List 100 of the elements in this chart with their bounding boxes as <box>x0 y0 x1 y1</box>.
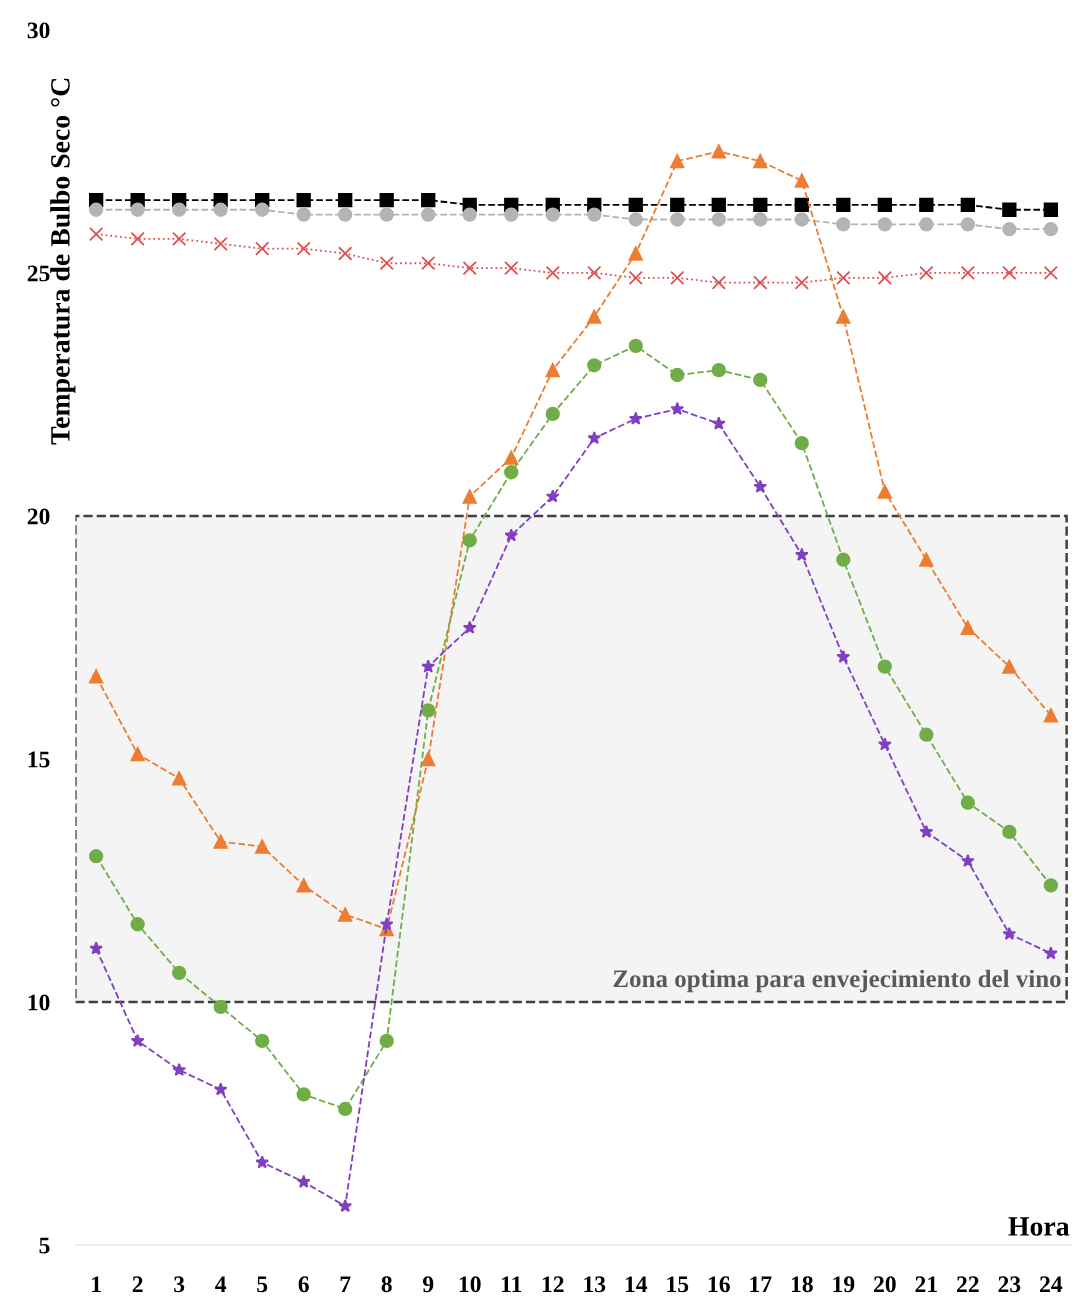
point <box>1002 926 1017 940</box>
point <box>338 907 353 922</box>
point <box>587 358 602 373</box>
point <box>504 260 519 276</box>
point <box>296 878 311 893</box>
point <box>504 207 519 222</box>
point <box>213 999 228 1015</box>
x-tick-label: 8 <box>381 1276 392 1293</box>
point <box>628 270 643 285</box>
x-axis-title: Hora <box>1008 1217 1070 1236</box>
point <box>130 1033 145 1047</box>
point <box>338 192 353 208</box>
point <box>919 824 934 838</box>
x-tick-label: 7 <box>340 1276 351 1292</box>
point <box>462 489 477 504</box>
x-tick-label: 16 <box>708 1276 730 1293</box>
point <box>88 226 104 242</box>
point <box>338 1101 353 1117</box>
point <box>545 265 560 281</box>
point <box>919 197 934 213</box>
point <box>711 144 726 159</box>
point <box>379 192 394 208</box>
x-tick-label: 12 <box>542 1276 564 1292</box>
point <box>545 489 560 503</box>
point <box>836 270 851 285</box>
point <box>379 207 394 222</box>
point <box>587 309 602 324</box>
point <box>1043 265 1059 281</box>
point <box>379 917 394 931</box>
point <box>379 256 394 271</box>
point <box>711 197 726 213</box>
x-tick-label: 3 <box>174 1276 185 1293</box>
point <box>130 746 145 762</box>
point <box>88 849 104 864</box>
point <box>1002 824 1017 840</box>
point <box>296 207 311 222</box>
point <box>836 552 851 567</box>
point <box>1043 878 1059 893</box>
point <box>1002 265 1017 281</box>
point <box>504 450 519 465</box>
x-tick-label: 15 <box>667 1276 689 1293</box>
point <box>504 528 519 542</box>
point <box>960 265 975 281</box>
point <box>130 202 145 217</box>
point <box>711 275 726 290</box>
point <box>877 270 892 285</box>
point <box>504 465 519 480</box>
point <box>628 197 643 213</box>
point <box>172 231 187 247</box>
point <box>1002 222 1017 237</box>
point <box>711 416 726 430</box>
point <box>960 620 975 635</box>
point <box>960 197 975 213</box>
x-tick-label: 10 <box>459 1276 481 1293</box>
point <box>545 207 560 222</box>
y-tick-label: 25 <box>27 265 50 282</box>
x-tick-label: 13 <box>584 1276 606 1293</box>
point <box>545 363 560 378</box>
point <box>421 703 436 718</box>
point <box>172 771 187 786</box>
point <box>877 659 892 674</box>
point <box>794 173 809 188</box>
point <box>587 265 602 281</box>
point <box>1043 708 1059 723</box>
point <box>255 839 270 854</box>
point <box>1043 222 1059 237</box>
y-tick-label: 5 <box>39 1237 50 1254</box>
point <box>130 231 145 247</box>
x-tick-label: 21 <box>915 1276 937 1292</box>
point <box>213 202 228 217</box>
point <box>421 256 436 271</box>
point <box>753 197 768 213</box>
point <box>213 834 228 849</box>
point <box>172 202 187 217</box>
y-tick-label: 15 <box>28 751 50 768</box>
point <box>794 197 809 213</box>
point <box>877 737 892 751</box>
point <box>545 406 560 422</box>
point <box>338 207 353 222</box>
x-tick-label: 4 <box>215 1276 227 1292</box>
point <box>753 212 768 227</box>
point <box>670 401 685 416</box>
point <box>421 659 436 673</box>
point <box>172 965 187 981</box>
point <box>960 795 975 810</box>
x-tick-label: 17 <box>750 1276 772 1292</box>
point <box>379 1033 394 1049</box>
point <box>628 411 643 425</box>
point <box>130 917 145 932</box>
point <box>753 372 768 388</box>
point <box>1044 946 1058 960</box>
x-tick-label: 14 <box>625 1276 648 1292</box>
point <box>753 479 768 493</box>
point <box>711 363 726 378</box>
point <box>794 435 809 451</box>
point <box>587 207 602 222</box>
point <box>919 552 934 567</box>
point <box>462 260 477 276</box>
y-tick-label: 20 <box>27 508 50 525</box>
x-tick-label: 2 <box>132 1276 143 1292</box>
